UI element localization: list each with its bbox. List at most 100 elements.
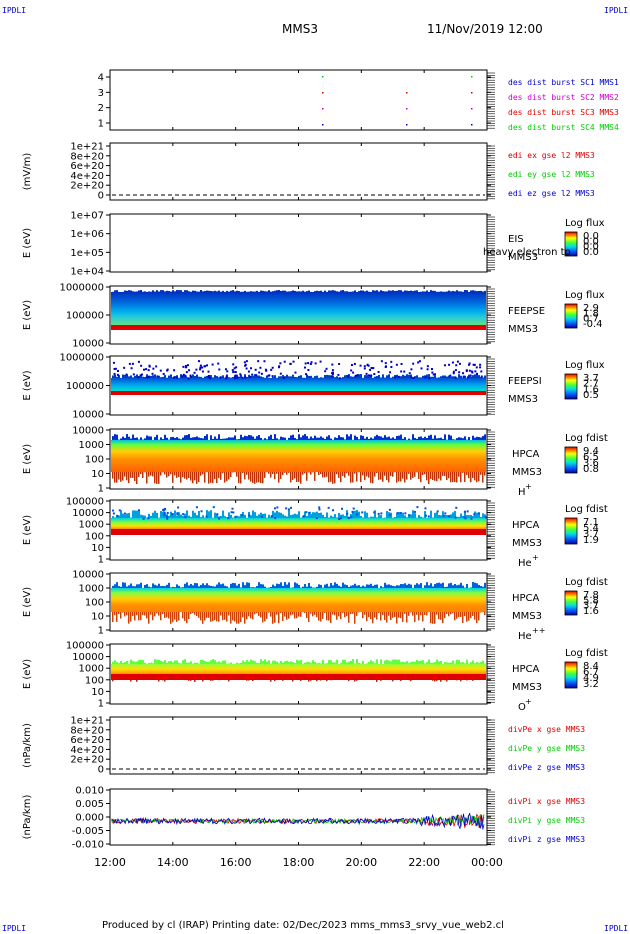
spectrogram-pixel <box>330 660 332 664</box>
spectrogram-dot <box>454 369 457 372</box>
spectrogram-pixel <box>454 472 456 482</box>
spectrogram-pixel <box>126 374 128 378</box>
legend-entry: divPi y gse MMS3 <box>508 816 585 825</box>
spectrogram-pixel <box>352 472 354 483</box>
spectrogram-pixel <box>306 291 308 292</box>
spectrogram-pixel <box>254 661 256 664</box>
spectrogram-dot <box>184 516 187 519</box>
spectrogram-pixel <box>468 472 470 479</box>
spectrogram-pixel <box>356 472 358 482</box>
spectrogram-pixel <box>170 660 172 664</box>
spectrogram-dot <box>370 366 373 369</box>
spectrogram-pixel <box>462 438 464 440</box>
spectrogram-pixel <box>370 516 372 518</box>
spectrogram-dot <box>424 507 427 510</box>
spectrogram-pixel <box>410 514 412 518</box>
spectrogram-dot <box>475 366 478 369</box>
spectrogram-dot <box>389 371 392 374</box>
spectrogram-pixel <box>460 662 462 664</box>
y-tick-label: 3 <box>98 88 104 99</box>
spectrogram-pixel <box>124 374 126 378</box>
spectrogram-pixel <box>166 612 168 618</box>
spectrogram-pixel <box>216 612 218 622</box>
spectrogram-pixel <box>184 513 186 518</box>
spectrogram-pixel <box>142 612 144 616</box>
spectrogram-pixel <box>320 612 322 622</box>
spectrogram-pixel <box>472 516 474 518</box>
y-axis-label: (nPa/km) <box>22 795 33 840</box>
spectrogram-pixel <box>398 612 400 618</box>
spectrogram-pixel <box>314 612 316 615</box>
spectrogram-pixel <box>440 437 442 440</box>
spectrogram-pixel <box>330 290 332 292</box>
spectrogram-dot <box>195 368 198 371</box>
spectrogram-dot <box>327 506 330 509</box>
spectrogram-dot <box>282 376 285 379</box>
spectrogram-pixel <box>200 376 202 378</box>
spectrogram-pixel <box>396 290 398 292</box>
spectrogram-pixel <box>274 290 276 292</box>
spectrogram-dot <box>189 374 192 377</box>
spectrogram-pixel <box>388 472 390 483</box>
spectrogram-pixel <box>328 659 330 664</box>
spectrogram-pixel <box>474 374 476 378</box>
spectrogram-pixel <box>236 662 238 664</box>
spectrogram-pixel <box>120 660 122 664</box>
spectrogram-pixel <box>450 376 452 378</box>
spectrogram-pixel <box>482 586 484 588</box>
spectrogram-pixel <box>160 511 162 518</box>
spectrogram-dot <box>430 368 433 371</box>
colorbar-tick-label: 2.9 <box>583 303 599 314</box>
spectrogram-pixel <box>154 659 156 664</box>
spectrogram-pixel <box>266 375 268 378</box>
spectrogram-dot <box>330 375 333 378</box>
spectrogram-pixel <box>148 663 150 664</box>
y-axis-label: E (eV) <box>22 444 33 474</box>
spectrogram-pixel <box>404 583 406 588</box>
spectrogram-pixel <box>294 290 296 292</box>
spectrogram-pixel <box>384 660 386 664</box>
spectrogram-pixel <box>356 612 358 616</box>
spectrogram-dot <box>373 373 376 376</box>
spectrogram-pixel <box>446 515 448 518</box>
spectrogram-pixel <box>470 612 472 619</box>
spectrogram-dot <box>432 373 435 376</box>
spectrogram-pixel <box>190 472 192 481</box>
spectrogram-pixel <box>126 660 128 664</box>
footer-text: Produced by cl (IRAP) Printing date: 02/… <box>102 920 504 931</box>
spectrogram-dot <box>356 374 359 377</box>
spectrogram-pixel <box>416 438 418 440</box>
spectrogram-pixel <box>374 510 376 518</box>
corner-label-bl: IPDLI <box>2 924 27 933</box>
spectrogram-pixel <box>434 435 436 440</box>
spectrogram-pixel <box>220 584 222 588</box>
spectrogram-pixel <box>250 435 252 440</box>
spectrogram-pixel <box>260 612 262 618</box>
spectrogram-pixel <box>224 472 226 483</box>
spectrogram-pixel <box>218 661 220 664</box>
spectrogram-pixel <box>314 512 316 518</box>
spectrogram-pixel <box>412 291 414 292</box>
spectrogram-pixel <box>178 612 180 621</box>
spectrogram-pixel <box>306 472 308 481</box>
x-tick-label: 00:00 <box>471 856 503 869</box>
spectrogram-pixel <box>298 291 300 292</box>
spectrogram-pixel <box>408 583 410 588</box>
spectrogram-pixel <box>146 584 148 588</box>
spectrogram-pixel <box>354 612 356 624</box>
spectrogram-dot <box>338 377 341 380</box>
spectrogram-pixel <box>342 659 344 664</box>
spectrogram-pixel <box>284 472 286 473</box>
spectrogram-pixel <box>152 512 154 518</box>
spectrogram-pixel <box>112 375 114 378</box>
spectrogram-pixel <box>416 659 418 664</box>
spectrogram-pixel <box>376 472 378 473</box>
spectrogram-pixel <box>326 612 328 621</box>
spectrogram-pixel <box>184 435 186 440</box>
panel-frame <box>109 788 488 846</box>
spectrogram-dot <box>182 513 185 516</box>
spectrogram-pixel <box>276 510 278 518</box>
spectrogram-dot <box>187 377 190 380</box>
spectrogram-pixel <box>414 584 416 588</box>
